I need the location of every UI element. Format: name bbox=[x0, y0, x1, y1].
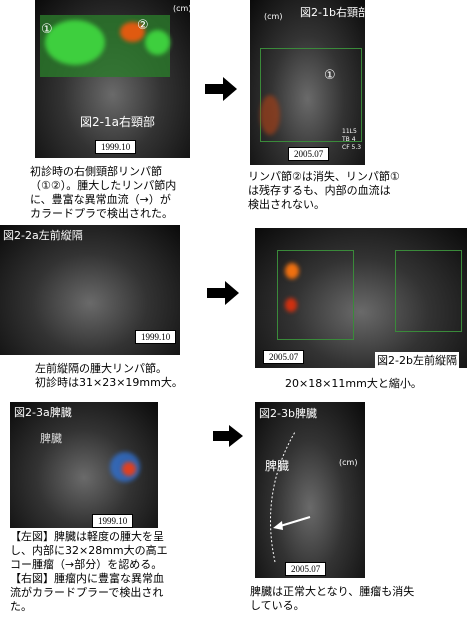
node-label: ① bbox=[41, 22, 53, 37]
arrow bbox=[207, 281, 239, 305]
image-title: 図2-2b左前縦隔 bbox=[375, 352, 459, 368]
date-label: 1999.10 bbox=[92, 514, 134, 528]
caption-line: 初診時は31×23×19mm大。 bbox=[35, 376, 183, 389]
organ-label: 脾臓 bbox=[40, 432, 62, 445]
date-label: 2005.07 bbox=[288, 147, 330, 161]
caption-line: は残存するも、内部の血流は bbox=[248, 184, 391, 197]
setting-label: TB 4 bbox=[342, 136, 356, 143]
caption: 20×18×11mm大と縮小。 bbox=[285, 377, 422, 391]
node-label: ② bbox=[137, 18, 149, 33]
unit-label: (cm) bbox=[173, 4, 190, 13]
ultrasound-image: 図2-3b脾臓 脾臓 (cm) 2005.07 bbox=[255, 402, 365, 578]
caption-line: 左前縦隔の腫大リンパ節。 bbox=[35, 362, 167, 375]
annotation bbox=[270, 431, 311, 563]
image-title: 図2-3a脾臓 bbox=[14, 406, 72, 419]
unit-label: (cm) bbox=[339, 458, 358, 467]
caption-line: 20×18×11mm大と縮小。 bbox=[285, 377, 422, 390]
doppler-blob bbox=[45, 20, 105, 65]
date-label: 2005.07 bbox=[285, 562, 327, 576]
doppler-blob bbox=[285, 263, 299, 279]
arrow bbox=[213, 425, 243, 447]
caption-line: 検出されない。 bbox=[248, 198, 325, 211]
caption: 【左図】脾臓は軽度の腫大を呈 し、内部に32×28mm大の高エ コー腫瘤（→部分… bbox=[10, 530, 168, 614]
roi-box bbox=[277, 250, 354, 340]
doppler-blob bbox=[260, 95, 280, 135]
caption-line: している。 bbox=[250, 599, 305, 612]
image-title: 図2-2a左前縦隔 bbox=[3, 229, 83, 242]
ultrasound-image: 図2-3a脾臓 脾臓 1999.10 bbox=[10, 402, 158, 528]
caption-line: 流がカラードプラーで検出され bbox=[10, 586, 164, 599]
date-label: 1999.10 bbox=[135, 330, 177, 344]
node-label: ① bbox=[324, 68, 336, 83]
caption-line: コー腫瘤（→部分）を認める。 bbox=[10, 558, 163, 571]
image-title: 図2-3b脾臓 bbox=[259, 407, 317, 420]
image-title: 図2-1a右頸部 bbox=[80, 115, 155, 129]
caption-line: 脾臓は正常大となり、腫瘤も消失 bbox=[250, 585, 415, 598]
arrow bbox=[205, 77, 237, 101]
doppler-blob bbox=[145, 30, 170, 55]
caption-line: に、豊富な異常血流（→）が bbox=[30, 193, 171, 206]
caption: リンパ節②は消失、リンパ節① は残存するも、内部の血流は 検出されない。 bbox=[248, 170, 400, 212]
date-label: 1999.10 bbox=[95, 140, 137, 154]
caption-line: 【右図】腫瘤内に豊富な異常血 bbox=[10, 572, 164, 585]
ultrasound-image: ① ② (cm) 図2-1a右頸部 1999.10 bbox=[35, 0, 190, 158]
caption-line: リンパ節②は消失、リンパ節① bbox=[248, 170, 400, 183]
setting-label: CF 5.3 bbox=[342, 144, 362, 151]
caption-line: カラードプラで検出された。 bbox=[30, 207, 173, 220]
roi-box bbox=[395, 250, 462, 332]
caption-line: （①②）。腫大したリンパ節内 bbox=[30, 179, 177, 192]
caption: 左前縦隔の腫大リンパ節。 初診時は31×23×19mm大。 bbox=[35, 362, 183, 390]
doppler-blob bbox=[285, 298, 297, 312]
image-title: 図2-1b右頸部 bbox=[300, 6, 365, 19]
ultrasound-image: 図2-1b右頸部 (cm) ① 11L5 TB 4 CF 5.3 2005.07 bbox=[250, 0, 365, 165]
caption-line: し、内部に32×28mm大の高エ bbox=[10, 544, 168, 557]
unit-label: (cm) bbox=[264, 12, 283, 21]
caption: 初診時の右側頸部リンパ節 （①②）。腫大したリンパ節内 に、豊富な異常血流（→）… bbox=[30, 165, 176, 221]
caption-line: 初診時の右側頸部リンパ節 bbox=[30, 165, 162, 178]
setting-label: 11L5 bbox=[342, 128, 357, 135]
ultrasound-image: 2005.07 図2-2b左前縦隔 bbox=[255, 228, 467, 368]
organ-label: 脾臓 bbox=[265, 459, 290, 473]
caption: 脾臓は正常大となり、腫瘤も消失 している。 bbox=[250, 585, 414, 613]
doppler-blob bbox=[120, 22, 145, 42]
caption-line: た。 bbox=[10, 600, 32, 613]
roi-box bbox=[260, 48, 362, 142]
caption-line: 【左図】脾臓は軽度の腫大を呈 bbox=[10, 530, 164, 543]
doppler-blob bbox=[122, 462, 136, 476]
date-label: 2005.07 bbox=[263, 350, 305, 364]
ultrasound-image: 図2-2a左前縦隔 1999.10 bbox=[0, 225, 180, 355]
